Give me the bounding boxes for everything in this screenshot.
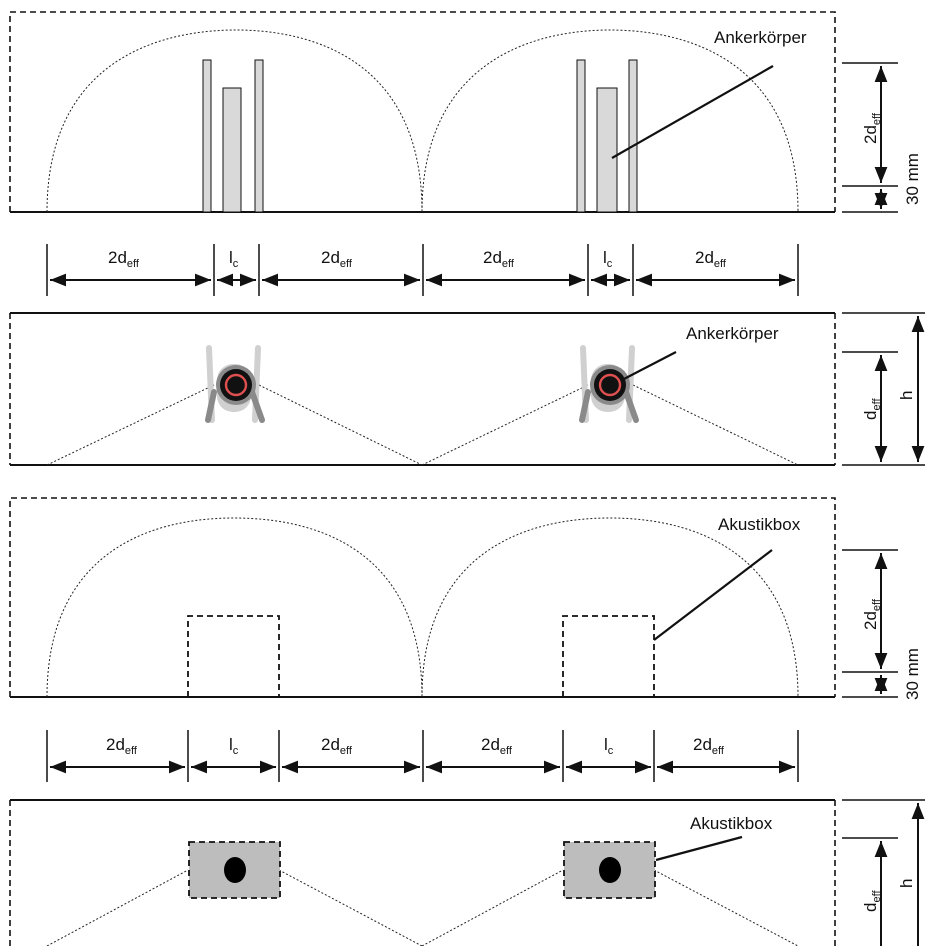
dim-30mm-v3: 30 mm <box>903 648 922 700</box>
vertical-dimension-3: 2deff 30 mm <box>842 549 922 700</box>
dim-2deff-r2-4: 2deff <box>693 735 725 757</box>
label-anchor-body-2: Ankerkörper <box>686 324 779 343</box>
dim-2deff-r2-1: 2deff <box>106 735 138 757</box>
dim-30mm-v1: 30 mm <box>903 153 922 205</box>
anchor-section-left <box>205 345 265 423</box>
concrete-boundary <box>9 11 836 212</box>
dim-lc-r1-2: lc <box>603 248 613 270</box>
leader-acoustic-box-1 <box>653 549 773 641</box>
anchor-body-right <box>576 59 638 213</box>
dim-2deff-r1-2: 2deff <box>321 248 353 270</box>
dim-2deff-r1-3: 2deff <box>483 248 515 270</box>
dim-h-v4: h <box>897 879 916 888</box>
label-anchor-body-1: Ankerkörper <box>714 28 807 47</box>
dim-2deff-r2-3: 2deff <box>481 735 513 757</box>
horizontal-dimension-row-1: 2deff lc 2deff 2deff lc 2deff <box>46 244 799 296</box>
horizontal-dimension-row-2: 2deff lc 2deff 2deff lc 2deff <box>46 730 799 782</box>
breakout-cone-right <box>421 29 799 213</box>
panel-acoustic-section-view: Akustikbox deff h <box>9 799 925 946</box>
breakout-cone-left <box>46 517 423 698</box>
acoustic-box-right <box>562 615 655 697</box>
leader-anchor-body-2 <box>621 351 677 381</box>
breakout-wedge-left <box>46 384 423 466</box>
dim-2deff-v1: 2deff <box>861 112 883 144</box>
acoustic-box-left <box>187 615 280 697</box>
breakout-wedge-left <box>46 869 423 946</box>
anchor-body-left <box>202 59 264 213</box>
panel-acoustic-side-view: Akustikbox 2deff 30 mm <box>9 497 922 700</box>
leader-acoustic-box-2 <box>655 835 743 862</box>
dim-lc-r2-2: lc <box>604 735 614 757</box>
dim-2deff-r1-4: 2deff <box>695 248 727 270</box>
concrete-boundary <box>9 313 836 465</box>
anchor-section-right <box>579 345 639 423</box>
vertical-dimension-2: deff h <box>842 312 925 466</box>
panel-anchor-section-view: Ankerkörper deff h <box>9 312 925 466</box>
dim-h-v2: h <box>897 391 916 400</box>
vertical-dimension-1: 2deff 30 mm <box>842 62 922 213</box>
concrete-boundary <box>9 800 836 946</box>
dim-2deff-r1-1: 2deff <box>108 248 140 270</box>
vertical-dimension-4: deff h <box>842 799 925 946</box>
dim-lc-r1-1: lc <box>229 248 239 270</box>
acoustic-box-section-right <box>563 841 656 899</box>
breakout-wedge-right <box>421 384 799 466</box>
breakout-cone-right <box>421 517 799 698</box>
breakout-wedge-right <box>421 869 799 946</box>
concrete-boundary <box>9 497 836 697</box>
dim-2deff-v3: 2deff <box>861 598 883 630</box>
dim-deff-v2: deff <box>861 398 883 420</box>
dim-deff-v4: deff <box>861 890 883 912</box>
panel-anchor-side-view: Ankerkörper 2deff 30 mm <box>9 11 922 213</box>
leader-anchor-body-1 <box>611 65 774 159</box>
acoustic-box-section-left <box>188 841 281 899</box>
label-acoustic-box-1: Akustikbox <box>718 515 801 534</box>
dim-2deff-r2-2: 2deff <box>321 735 353 757</box>
label-acoustic-box-2: Akustikbox <box>690 814 773 833</box>
dim-lc-r2-1: lc <box>229 735 239 757</box>
